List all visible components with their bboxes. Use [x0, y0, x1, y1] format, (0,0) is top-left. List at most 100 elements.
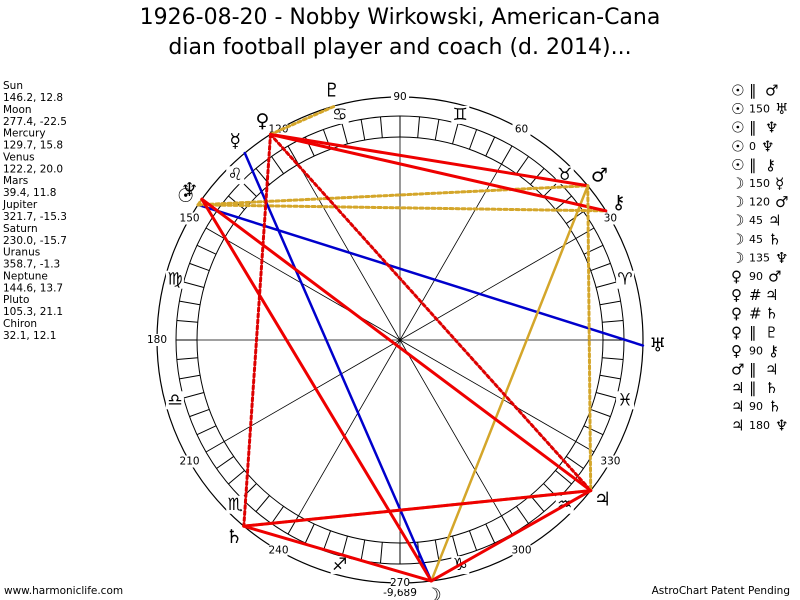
planet-glyph: ☽ — [425, 584, 442, 600]
aspect-to: ⚷ — [768, 342, 779, 360]
aspect-type: # — [749, 305, 762, 323]
degree-tick — [176, 319, 198, 323]
degree-tick — [599, 374, 621, 380]
planet-name: Mars — [3, 175, 28, 187]
degree-tick — [196, 425, 217, 436]
label-bg — [512, 544, 531, 557]
planet-name: Chiron — [3, 318, 37, 330]
aspect-type: ∥ — [749, 156, 757, 174]
degree-tick — [322, 129, 332, 150]
label-bg — [269, 544, 288, 557]
aspect-type: 120 — [749, 196, 770, 209]
aspect-to: ♆ — [775, 416, 788, 434]
planet-glyph: ♆ — [181, 179, 198, 201]
degree-tick — [196, 244, 217, 255]
degree-tick — [434, 539, 440, 561]
aspect-line — [269, 132, 593, 493]
title-line: 1926-08-20 - Nobby Wirkowski, American-C… — [140, 5, 661, 30]
degree-tick — [501, 515, 513, 535]
zodiac-sign: ♐ — [332, 555, 347, 575]
planet-name: Uranus — [3, 247, 40, 259]
zodiac-sign: ♊ — [453, 105, 468, 125]
aspect-to: ♃ — [765, 286, 778, 304]
degree-tick — [566, 456, 584, 469]
zodiac-sign: ♓ — [617, 390, 632, 410]
aspect-from: ☽ — [731, 249, 744, 267]
degree-tick — [583, 244, 604, 255]
aspect-to: ♆ — [761, 137, 774, 155]
degree-label: 210 — [180, 456, 200, 468]
aspect-from: ♀ — [731, 323, 742, 341]
degree-label: 180 — [147, 334, 167, 346]
planet-position: 105.3, 21.1 — [3, 306, 63, 318]
degree-tick — [271, 506, 284, 524]
degree-tick — [595, 281, 617, 288]
aspect-type: ∥ — [749, 82, 757, 100]
degree-tick — [516, 506, 529, 524]
degree-tick — [205, 227, 225, 239]
planet-position: 32.1, 12.1 — [3, 330, 56, 342]
degree-tick — [434, 119, 440, 141]
spoke — [399, 339, 577, 442]
aspect-type: 90 — [749, 344, 763, 357]
degree-tick — [595, 392, 617, 399]
aspect-line — [242, 132, 273, 528]
planet-glyph: ♂ — [591, 165, 608, 187]
aspect-from: ☉ — [731, 137, 744, 155]
aspect-from: ☉ — [731, 119, 744, 137]
zodiac-sign: ♍ — [167, 270, 182, 290]
degree-label: 30 — [604, 213, 617, 225]
degree-label: 240 — [268, 544, 288, 556]
aspect-from: ☉ — [731, 156, 744, 174]
label-bg — [391, 577, 409, 589]
zodiac-bg — [451, 105, 470, 124]
bottom-value: -9,689 — [383, 587, 417, 599]
aspect-from: ☽ — [731, 175, 744, 193]
zodiac-bg — [616, 391, 635, 410]
aspect-line — [196, 203, 645, 347]
label-bg — [512, 123, 531, 136]
planet-position: 146.2, 12.8 — [3, 92, 63, 104]
label-bg — [601, 212, 620, 225]
aspect-line — [430, 184, 590, 583]
degree-label: 330 — [600, 456, 620, 468]
degree-tick — [179, 300, 201, 306]
aspect-line — [586, 184, 593, 493]
aspect-line — [200, 197, 593, 493]
aspect-to: ♄ — [765, 305, 778, 323]
aspect-line — [269, 104, 338, 136]
aspect-from: ♃ — [731, 416, 744, 434]
zodiac-bg — [165, 391, 184, 410]
degree-tick — [599, 300, 621, 306]
zodiac-bg — [226, 495, 245, 514]
degree-tick — [228, 470, 245, 485]
title-line: dian football player and coach (d. 2014)… — [168, 35, 631, 60]
degree-tick — [530, 495, 545, 512]
aspect-from: ♂ — [731, 361, 744, 379]
aspect-to: ♂ — [775, 193, 788, 211]
planet-position: 277.4, -22.5 — [3, 116, 67, 128]
zodiac-bg — [226, 166, 245, 185]
spoke — [223, 339, 401, 442]
aspect-from: ♀ — [731, 286, 742, 304]
degree-tick — [555, 195, 572, 210]
planet-glyph: ♇ — [323, 80, 340, 102]
aspect-line — [196, 203, 608, 213]
aspect-to: ♄ — [765, 379, 778, 397]
planet-glyph: ♄ — [226, 526, 243, 548]
aspect-type: ∥ — [749, 323, 757, 341]
degree-tick — [189, 262, 210, 272]
degree-tick — [255, 495, 270, 512]
spoke — [298, 339, 401, 517]
planet-name: Mercury — [3, 128, 46, 140]
footer-right: AstroChart Patent Pending — [652, 585, 790, 597]
degree-tick — [485, 136, 496, 157]
degree-tick — [304, 523, 315, 544]
aspect-from: ☽ — [731, 230, 744, 248]
aspect-to: ♃ — [768, 212, 781, 230]
degree-tick — [189, 408, 210, 418]
degree-tick — [322, 530, 332, 551]
degree-tick — [555, 470, 572, 485]
zodiac-sign: ♎ — [167, 390, 182, 410]
planet-name: Saturn — [3, 223, 38, 235]
